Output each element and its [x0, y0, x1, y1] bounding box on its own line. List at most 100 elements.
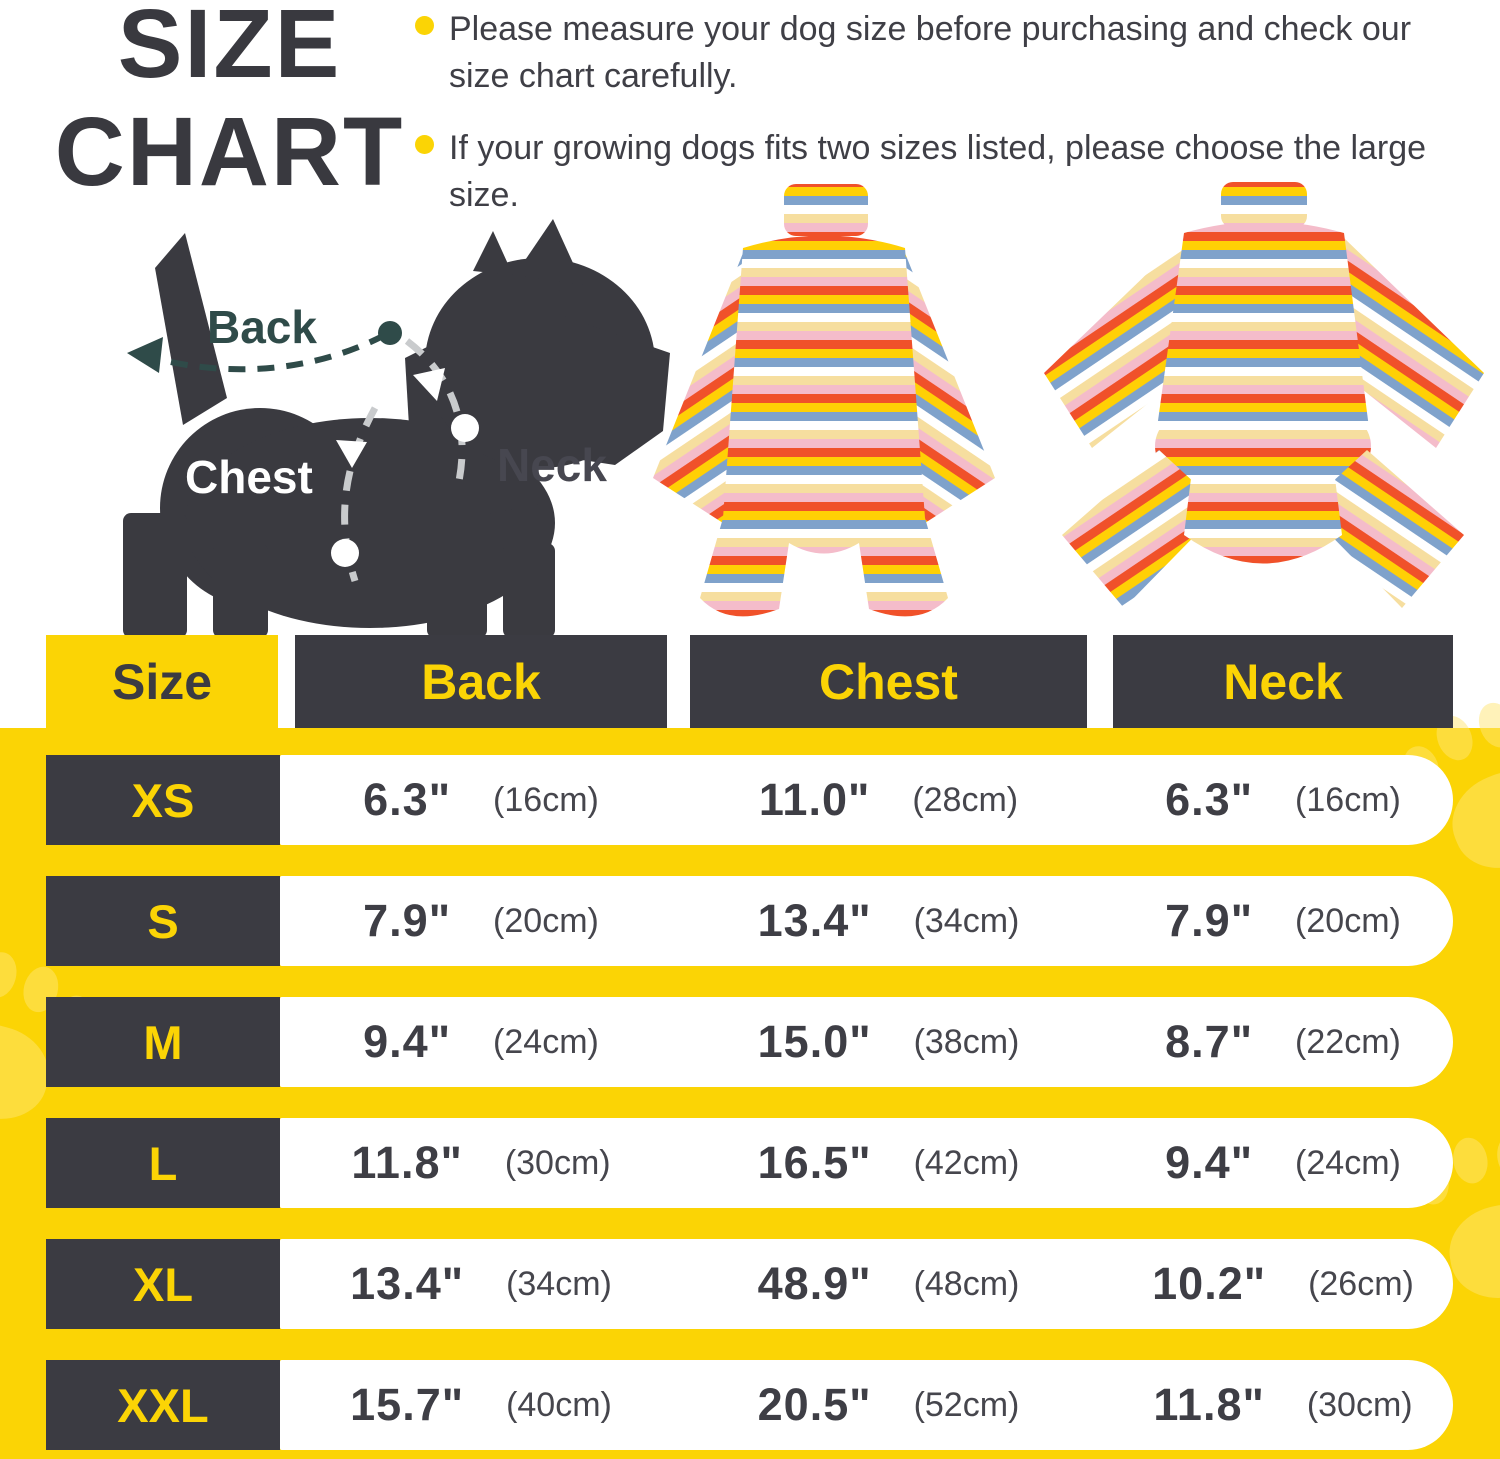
title-line-1: SIZE [117, 0, 342, 98]
back-cm: (24cm) [493, 1022, 599, 1061]
neck-cell: 7.9" (20cm) [1113, 876, 1453, 966]
neck-inches: 10.2" [1152, 1258, 1267, 1309]
header-neck: Neck [1113, 635, 1453, 728]
back-cell: 11.8" (30cm) [295, 1118, 667, 1208]
header-chest: Chest [690, 635, 1087, 728]
back-left-leg-ruffle [1062, 450, 1222, 608]
back-cm: (40cm) [506, 1385, 612, 1424]
note-text: If your growing dogs fits two sizes list… [449, 128, 1427, 214]
back-cm: (16cm) [493, 780, 599, 819]
table-row: XS 6.3" (16cm) 11.0" (28cm) 6.3" (16cm) [0, 755, 1500, 845]
size-label: XXL [46, 1360, 280, 1450]
neck-cm: (16cm) [1295, 780, 1401, 819]
size-label: M [46, 997, 280, 1087]
neck-label: Neck [497, 439, 607, 491]
chest-label: Chest [185, 451, 313, 503]
back-label: Back [207, 301, 317, 353]
notes-list: Please measure your dog size before purc… [415, 6, 1495, 244]
back-inches: 9.4" [363, 1016, 452, 1067]
front-body [700, 235, 948, 617]
table-row: S 7.9" (20cm) 13.4" (34cm) 7.9" (20cm) [0, 876, 1500, 966]
neck-cm: (26cm) [1308, 1264, 1414, 1303]
chest-cell: 48.9" (48cm) [690, 1239, 1087, 1329]
back-cell: 6.3" (16cm) [295, 755, 667, 845]
neck-cm: (22cm) [1295, 1022, 1401, 1061]
bullet-dot-icon [415, 16, 434, 35]
back-hip [1155, 388, 1371, 504]
neck-cm: (20cm) [1295, 901, 1401, 940]
bullet-dot-icon [415, 134, 434, 154]
table-row: XL 13.4" (34cm) 48.9" (48cm) 10.2" (26cm… [0, 1239, 1500, 1329]
back-inches: 13.4" [350, 1258, 465, 1309]
back-right-leg-ruffle [1304, 450, 1464, 608]
chest-cm: (38cm) [913, 1022, 1020, 1061]
chest-cm: (42cm) [913, 1143, 1020, 1182]
title-line-2: CHART [54, 97, 405, 206]
pajama-back-image [1044, 182, 1484, 608]
chest-cell: 16.5" (42cm) [690, 1118, 1087, 1208]
size-label: L [46, 1118, 280, 1208]
neck-cell: 8.7" (22cm) [1113, 997, 1453, 1087]
chest-cell: 20.5" (52cm) [690, 1360, 1087, 1450]
back-cell: 15.7" (40cm) [295, 1360, 667, 1450]
chest-inches: 48.9" [757, 1258, 872, 1309]
chest-inches: 13.4" [757, 895, 872, 946]
back-inches: 7.9" [363, 895, 452, 946]
row-values: 9.4" (24cm) 15.0" (38cm) 8.7" (22cm) [280, 997, 1453, 1087]
neck-inches: 6.3" [1165, 774, 1254, 825]
row-values: 13.4" (34cm) 48.9" (48cm) 10.2" (26cm) [280, 1239, 1453, 1329]
neck-cell: 6.3" (16cm) [1113, 755, 1453, 845]
back-cm: (34cm) [506, 1264, 612, 1303]
chest-measure-line [331, 406, 379, 583]
back-cell: 9.4" (24cm) [295, 997, 667, 1087]
back-cell: 7.9" (20cm) [295, 876, 667, 966]
row-values: 11.8" (30cm) 16.5" (42cm) 9.4" (24cm) [280, 1118, 1453, 1208]
neck-inches: 7.9" [1165, 895, 1254, 946]
neck-cell: 9.4" (24cm) [1113, 1118, 1453, 1208]
chest-cm: (48cm) [913, 1264, 1020, 1303]
size-label: XS [46, 755, 280, 845]
table-background-panel [0, 697, 1500, 1459]
back-cell: 13.4" (34cm) [295, 1239, 667, 1329]
dog-measurement-diagram: Back Chest Neck [123, 219, 670, 638]
note-item: If your growing dogs fits two sizes list… [415, 125, 1495, 219]
note-text: Please measure your dog size before purc… [449, 10, 1412, 95]
front-collar [784, 184, 868, 236]
chest-inches: 20.5" [757, 1379, 872, 1430]
chest-cell: 15.0" (38cm) [690, 997, 1087, 1087]
header-size: Size [46, 635, 278, 728]
chest-cell: 13.4" (34cm) [690, 876, 1087, 966]
neck-measure-line [404, 338, 479, 482]
neck-cell: 10.2" (26cm) [1113, 1239, 1453, 1329]
row-values: 15.7" (40cm) 20.5" (52cm) 11.8" (30cm) [280, 1360, 1453, 1450]
chest-inches: 11.0" [758, 774, 871, 825]
back-inches: 15.7" [350, 1379, 465, 1430]
neck-cell: 11.8" (30cm) [1113, 1360, 1453, 1450]
neck-inches: 9.4" [1165, 1137, 1254, 1188]
row-values: 6.3" (16cm) 11.0" (28cm) 6.3" (16cm) [280, 755, 1453, 845]
chest-inches: 15.0" [757, 1016, 872, 1067]
back-measure-arrow [127, 321, 402, 373]
neck-cm: (24cm) [1295, 1143, 1401, 1182]
neck-cm: (30cm) [1306, 1385, 1413, 1424]
back-inches: 6.3" [363, 774, 452, 825]
size-label: S [46, 876, 280, 966]
neck-inches: 8.7" [1165, 1016, 1254, 1067]
size-label: XL [46, 1239, 280, 1329]
note-item: Please measure your dog size before purc… [415, 6, 1495, 100]
dog-silhouette [123, 219, 670, 638]
row-values: 7.9" (20cm) 13.4" (34cm) 7.9" (20cm) [280, 876, 1453, 966]
back-collar [1221, 182, 1307, 228]
back-inches: 11.8" [351, 1137, 463, 1188]
chest-cm: (52cm) [913, 1385, 1020, 1424]
table-row: L 11.8" (30cm) 16.5" (42cm) 9.4" (24cm) [0, 1118, 1500, 1208]
back-cm: (30cm) [504, 1143, 611, 1182]
chest-cm: (34cm) [913, 901, 1020, 940]
pajama-front-image [653, 184, 995, 617]
table-row: XXL 15.7" (40cm) 20.5" (52cm) 11.8" (30c… [0, 1360, 1500, 1450]
neck-inches: 11.8" [1153, 1379, 1265, 1430]
back-cm: (20cm) [493, 901, 599, 940]
page-title: SIZE CHART [22, 0, 437, 206]
table-row: M 9.4" (24cm) 15.0" (38cm) 8.7" (22cm) [0, 997, 1500, 1087]
